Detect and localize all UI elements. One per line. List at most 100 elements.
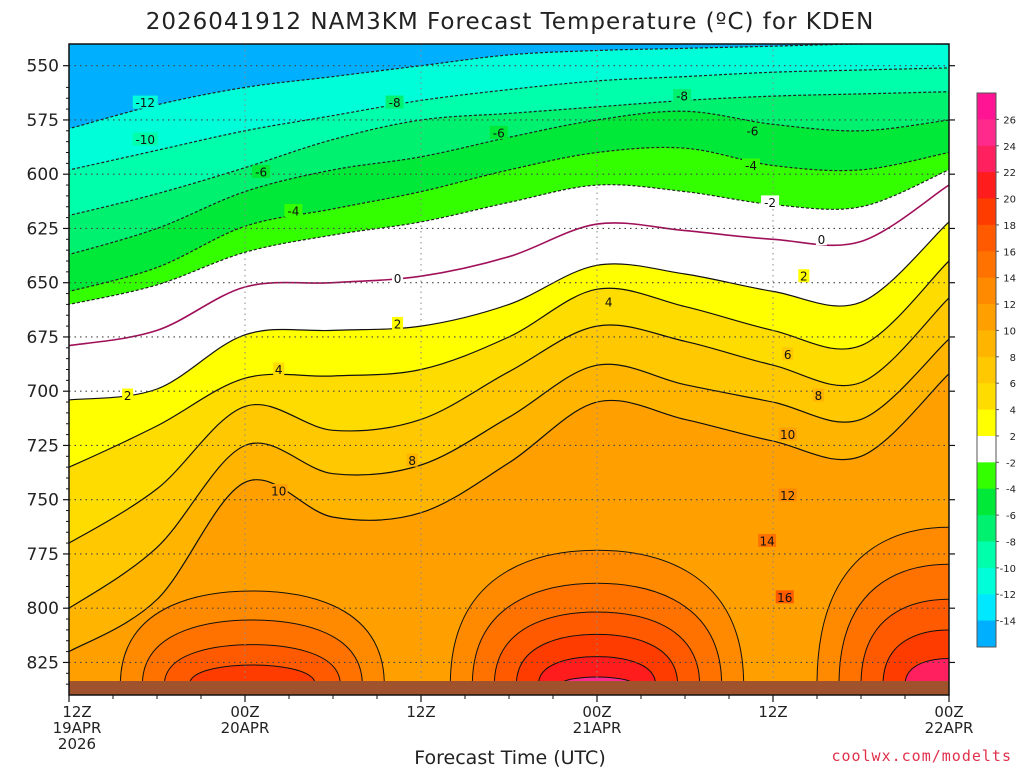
colorbar-swatch — [977, 198, 996, 226]
y-tick-label: 800 — [27, 599, 59, 619]
contour-label: 10 — [780, 428, 795, 442]
contour-label-bg — [798, 269, 810, 283]
contour-label: 4 — [275, 363, 283, 377]
contour-label: -10 — [135, 133, 155, 147]
y-tick-label: 825 — [27, 653, 59, 673]
y-tick-label: 575 — [27, 111, 59, 131]
x-tick-label: 12Z — [62, 703, 91, 721]
contour-label: 4 — [605, 296, 613, 310]
colorbar-label: 12 — [1003, 300, 1016, 311]
colorbar-label: -2 — [1006, 458, 1016, 469]
x-tick-label: 21APR — [573, 719, 622, 737]
x-tick-label: 00Z — [934, 703, 963, 721]
isotherm-0 — [69, 184, 949, 347]
colorbar-swatch — [977, 224, 996, 252]
contour-label: -8 — [676, 90, 688, 104]
colorbar-swatch — [977, 356, 996, 384]
contour-label: 10 — [271, 485, 286, 499]
contour-label-bg — [742, 158, 760, 172]
x-tick-label: 19APR — [53, 719, 102, 737]
x-tick-label: 12Z — [406, 703, 435, 721]
contour-label-bg — [406, 453, 418, 467]
credit-text: coolwx.com/modelts — [831, 747, 1012, 765]
contour-label: -6 — [493, 126, 505, 140]
isotherm--6 — [69, 110, 949, 256]
isotherm--2 — [69, 169, 949, 306]
plot-area: -12 -10 -8 -8 -6 -6 -6 -4 -4 -2 0 0 2 2 2 4 4 6 8 8 10 10 12 14… — [68, 43, 950, 696]
contour-label: 8 — [815, 389, 823, 403]
contour-label: -2 — [764, 196, 776, 210]
colorbar-swatch — [977, 462, 996, 490]
contour-label-bg — [284, 204, 303, 218]
contour-label-bg — [392, 316, 404, 330]
colorbar-label: 10 — [1003, 326, 1016, 337]
x-tick-label: 22APR — [925, 719, 974, 737]
colorbar-label: 4 — [1010, 406, 1016, 417]
y-tick-label: 625 — [27, 219, 59, 239]
x-tick-label: 20APR — [221, 719, 270, 737]
colorbar-label: 24 — [1003, 142, 1016, 153]
colorbar-swatch — [977, 541, 996, 569]
y-tick-label: 600 — [27, 165, 59, 185]
contour-label: -12 — [135, 96, 155, 110]
warm-cell-22 — [905, 657, 949, 681]
isotherm-10 — [69, 373, 949, 653]
contour-label: 14 — [759, 534, 774, 548]
colorbar-label: 8 — [1010, 353, 1016, 364]
contour-label: 8 — [408, 454, 416, 468]
colorbar-swatch — [977, 172, 996, 200]
contour-label: -4 — [287, 205, 299, 219]
colorbar-label: 26 — [1003, 115, 1016, 126]
contour-label-bg — [603, 295, 615, 309]
contour-label: 2 — [800, 270, 808, 284]
colorbar-swatch — [977, 145, 996, 173]
contour-label-bg — [778, 488, 797, 502]
colorbar-label: -14 — [1000, 617, 1016, 628]
grid-lines — [69, 44, 949, 681]
contour-label: 2 — [394, 317, 402, 331]
colorbar-label: 2 — [1010, 432, 1016, 443]
contour-label-bg — [758, 533, 777, 547]
colorbar-label: -10 — [1000, 564, 1016, 575]
contour-label: 16 — [777, 591, 792, 605]
contour-label: 2 — [124, 389, 132, 403]
x-tick-label: 00Z — [230, 703, 259, 721]
x-tick-label: 2026 — [58, 735, 96, 753]
y-tick-label: 650 — [27, 274, 59, 294]
contour-label-bg — [385, 95, 404, 109]
colorbar-swatch — [977, 409, 996, 437]
y-tick-label: 775 — [27, 545, 59, 565]
colorbar-swatch — [977, 304, 996, 331]
contour-label-bg — [775, 590, 794, 604]
colorbar-swatch — [977, 277, 996, 305]
contour-label: 0 — [818, 233, 826, 247]
colorbar-label: 6 — [1010, 379, 1016, 390]
colorbar-swatch — [977, 383, 996, 411]
colorbar-label: 20 — [1003, 195, 1016, 206]
colorbar-swatch — [977, 330, 996, 358]
x-axis-title: Forecast Time (UTC) — [414, 747, 605, 768]
colorbar-label: 14 — [1003, 274, 1016, 285]
contour-label: 12 — [780, 489, 795, 503]
contour-label-bg — [132, 132, 158, 146]
colorbar-swatch — [977, 567, 996, 595]
contour-label: -4 — [745, 159, 757, 173]
contour-label-bg — [273, 362, 285, 376]
colorbar-swatch — [977, 488, 996, 516]
contour-label-bg — [122, 388, 134, 402]
filled-contours — [69, 44, 949, 681]
contour-label: -6 — [746, 124, 758, 138]
contour-label: -6 — [255, 166, 267, 180]
isotherm--12 — [69, 44, 949, 130]
contour-label-bg — [489, 125, 508, 139]
contour-label-bg — [815, 232, 827, 246]
colorbar-label: 22 — [1003, 168, 1016, 179]
colorbar-swatch — [977, 119, 996, 147]
contour-label-bg — [761, 195, 780, 209]
contour-label-bg — [252, 165, 271, 179]
colorbar-swatch — [977, 594, 996, 622]
contour-label: 0 — [394, 272, 402, 286]
y-tick-label: 700 — [27, 382, 59, 402]
